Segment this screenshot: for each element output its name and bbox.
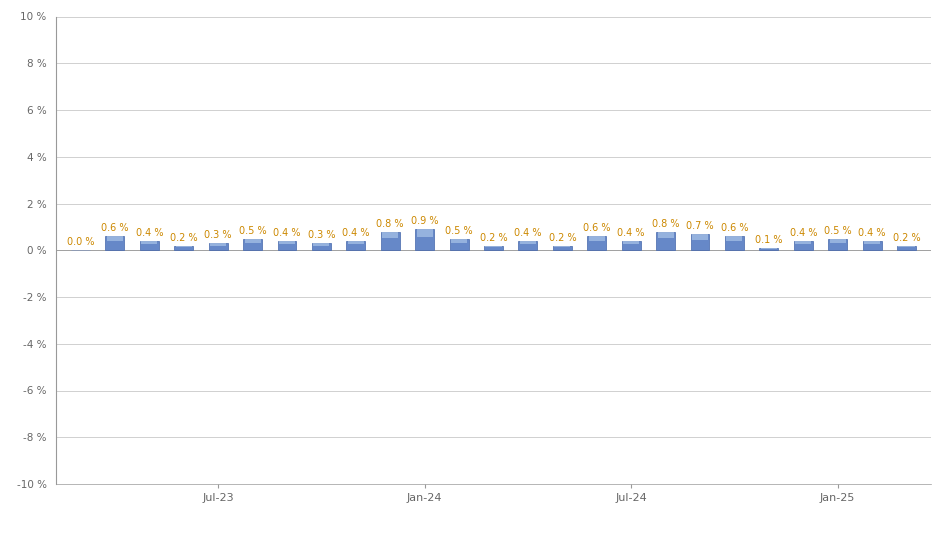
Bar xyxy=(312,243,331,250)
Bar xyxy=(140,241,159,250)
Text: 0.4 %: 0.4 % xyxy=(514,228,541,238)
Bar xyxy=(760,248,776,249)
Bar xyxy=(621,241,641,250)
Bar xyxy=(795,241,811,244)
Text: 0.2 %: 0.2 % xyxy=(549,233,576,243)
Bar xyxy=(174,245,194,250)
Text: 0.2 %: 0.2 % xyxy=(893,233,920,243)
Bar xyxy=(520,241,536,244)
Bar xyxy=(760,248,778,250)
Bar xyxy=(658,232,674,238)
Text: 0.5 %: 0.5 % xyxy=(446,226,473,236)
Bar xyxy=(484,245,503,250)
Text: 0.4 %: 0.4 % xyxy=(790,228,817,238)
Text: 0.0 %: 0.0 % xyxy=(67,237,94,247)
Text: 0.8 %: 0.8 % xyxy=(651,219,680,229)
Text: 0.6 %: 0.6 % xyxy=(102,223,129,233)
Bar xyxy=(863,241,882,250)
Bar xyxy=(485,245,502,247)
Text: 0.8 %: 0.8 % xyxy=(377,219,404,229)
Bar xyxy=(553,245,572,250)
Text: 0.5 %: 0.5 % xyxy=(823,226,852,236)
Bar xyxy=(244,239,260,243)
Bar xyxy=(209,243,227,250)
Text: 0.2 %: 0.2 % xyxy=(479,233,508,243)
Bar xyxy=(656,232,675,250)
Bar xyxy=(623,241,639,244)
Bar xyxy=(381,232,400,250)
Bar xyxy=(415,229,434,250)
Text: 0.3 %: 0.3 % xyxy=(204,230,232,240)
Text: 0.3 %: 0.3 % xyxy=(307,230,336,240)
Bar xyxy=(830,239,846,243)
Bar xyxy=(176,245,192,247)
Text: 0.6 %: 0.6 % xyxy=(583,223,610,233)
Bar xyxy=(793,241,813,250)
Bar xyxy=(416,229,432,236)
Bar xyxy=(864,241,880,244)
Text: 0.9 %: 0.9 % xyxy=(411,216,438,227)
Bar xyxy=(313,243,329,246)
Bar xyxy=(899,245,915,247)
Text: 0.4 %: 0.4 % xyxy=(618,228,645,238)
Bar xyxy=(211,243,227,246)
Bar xyxy=(725,236,744,250)
Text: 0.6 %: 0.6 % xyxy=(721,223,748,233)
Bar xyxy=(451,239,467,243)
Bar xyxy=(348,241,364,244)
Bar xyxy=(107,236,123,241)
Bar xyxy=(449,239,468,250)
Text: 0.2 %: 0.2 % xyxy=(170,233,197,243)
Bar xyxy=(105,236,124,250)
Bar xyxy=(279,241,295,244)
Bar xyxy=(383,232,399,238)
Bar xyxy=(519,241,538,250)
Text: 0.4 %: 0.4 % xyxy=(342,228,369,238)
Bar xyxy=(727,236,743,241)
Bar xyxy=(897,245,916,250)
Bar xyxy=(277,241,296,250)
Bar xyxy=(692,234,708,240)
Text: 0.1 %: 0.1 % xyxy=(755,235,783,245)
Bar xyxy=(243,239,262,250)
Bar xyxy=(588,236,604,241)
Bar xyxy=(141,241,157,244)
Bar xyxy=(828,239,847,250)
Bar xyxy=(555,245,571,247)
Text: 0.4 %: 0.4 % xyxy=(858,228,885,238)
Bar xyxy=(346,241,366,250)
Text: 0.4 %: 0.4 % xyxy=(135,228,163,238)
Text: 0.4 %: 0.4 % xyxy=(274,228,301,238)
Text: 0.7 %: 0.7 % xyxy=(686,221,713,231)
Text: 0.5 %: 0.5 % xyxy=(239,226,266,236)
Bar xyxy=(588,236,606,250)
Bar xyxy=(691,234,710,250)
